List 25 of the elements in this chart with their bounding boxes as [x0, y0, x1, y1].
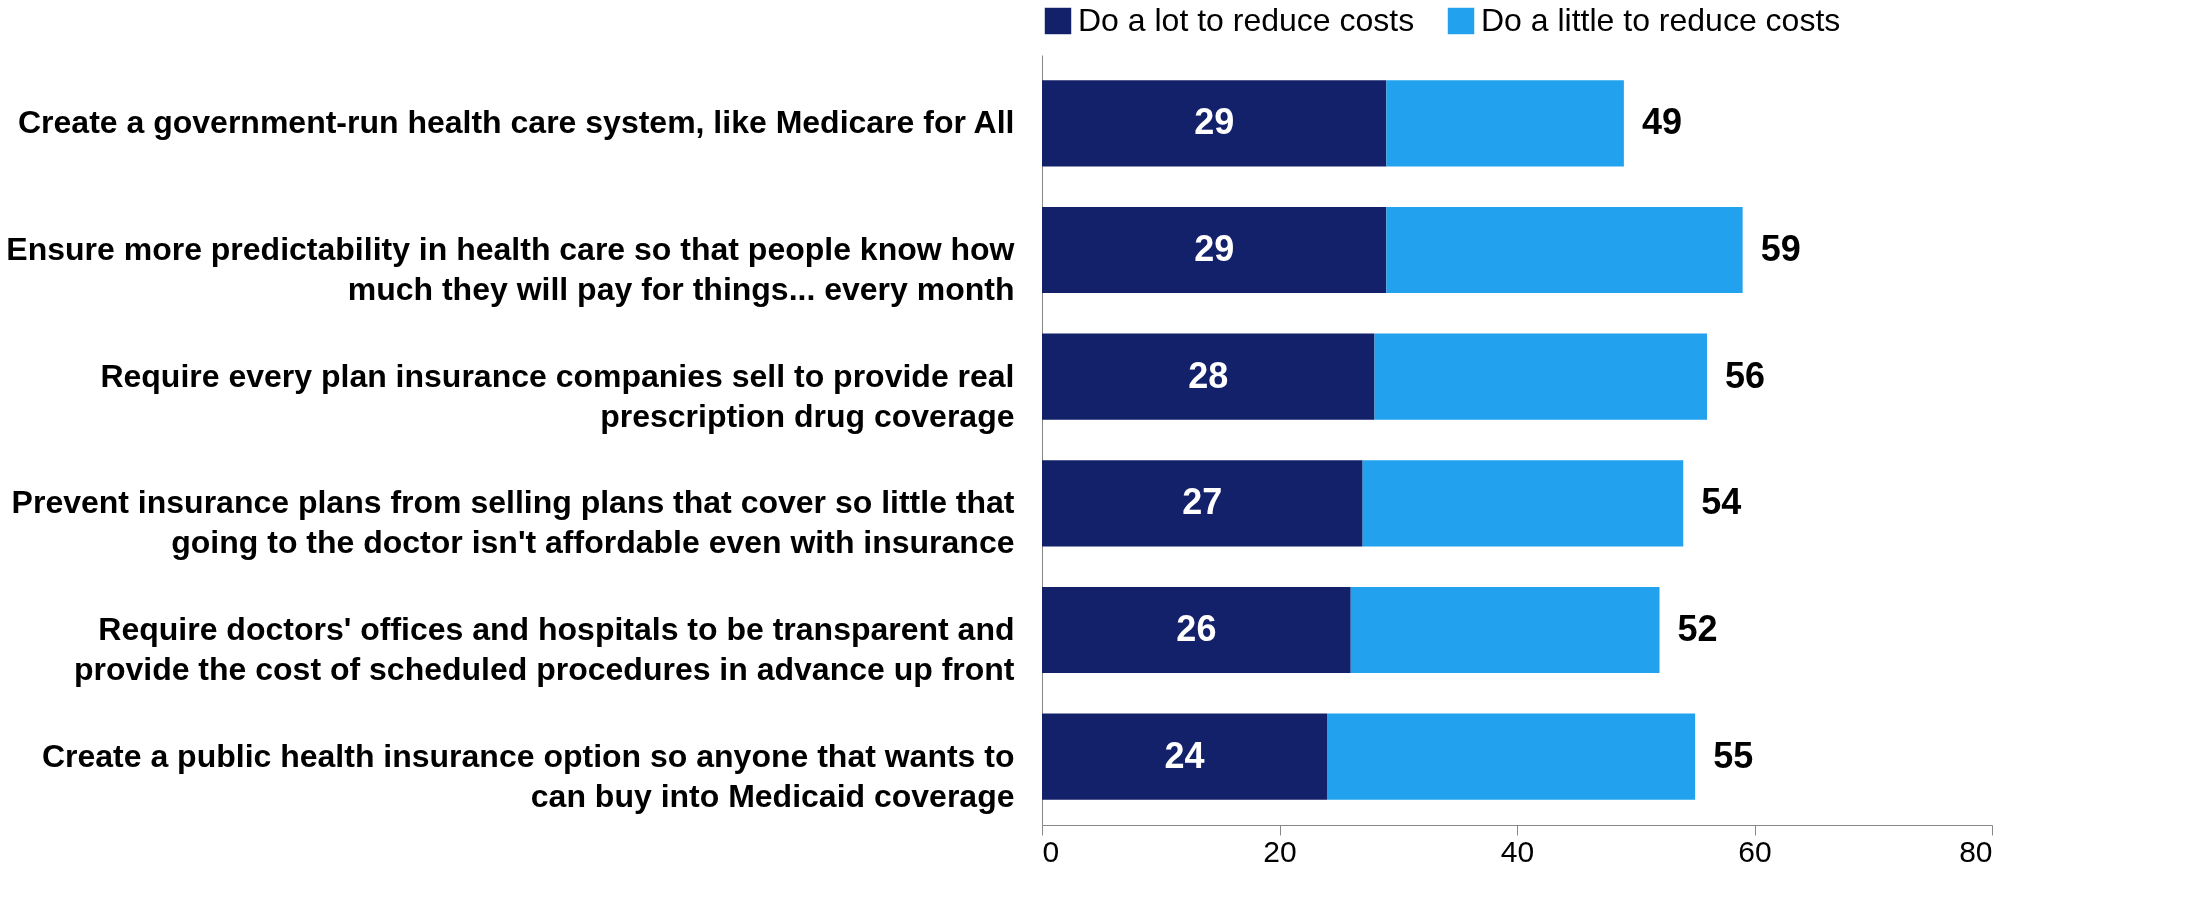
total-label: 54 [1701, 481, 1742, 523]
total-label: 59 [1760, 228, 1801, 270]
y-tick-label: Require every plan insurance companies sell to provide real prescription drug coverage [100, 357, 1015, 434]
y-tick-label: Prevent insurance plans from selling plans that cover so little that going to the doctor isn't affordable even with insurance [11, 484, 1015, 561]
data-label: 28 [1188, 354, 1229, 396]
data-label: 24 [1164, 734, 1205, 776]
total-label: 52 [1677, 607, 1718, 649]
data-label: 29 [1194, 228, 1235, 270]
x-tick-label: 60 [1738, 834, 1772, 868]
x-tick-label: 20 [1263, 834, 1297, 868]
data-label: 27 [1182, 481, 1223, 523]
data-label: 29 [1194, 101, 1235, 143]
total-label: 56 [1725, 354, 1766, 396]
legend-label: Do a little to reduce costs [1481, 2, 1841, 38]
x-tick-label: 80 [1959, 834, 1993, 868]
data-label: 26 [1176, 607, 1217, 649]
y-tick-label: Require doctors' offices and hospitals to be transparent and provide the cost of scheduled procedures in advance up front [73, 610, 1015, 687]
legend-label: Do a lot to reduce costs [1078, 2, 1415, 38]
x-tick-label: 0 [1042, 834, 1060, 868]
x-tick-label: 40 [1500, 834, 1535, 868]
total-label: 55 [1713, 734, 1754, 776]
total-label: 49 [1641, 101, 1682, 143]
y-tick-label: Create a government-run health care system, like Medicare for All [18, 104, 1015, 141]
y-tick-label: Ensure more predictability in health care so that people know how much they will pay for things... every month [6, 231, 1015, 308]
y-tick-label: Create a public health insurance option so anyone that wants to can buy into Medicaid coverage [41, 737, 1015, 814]
